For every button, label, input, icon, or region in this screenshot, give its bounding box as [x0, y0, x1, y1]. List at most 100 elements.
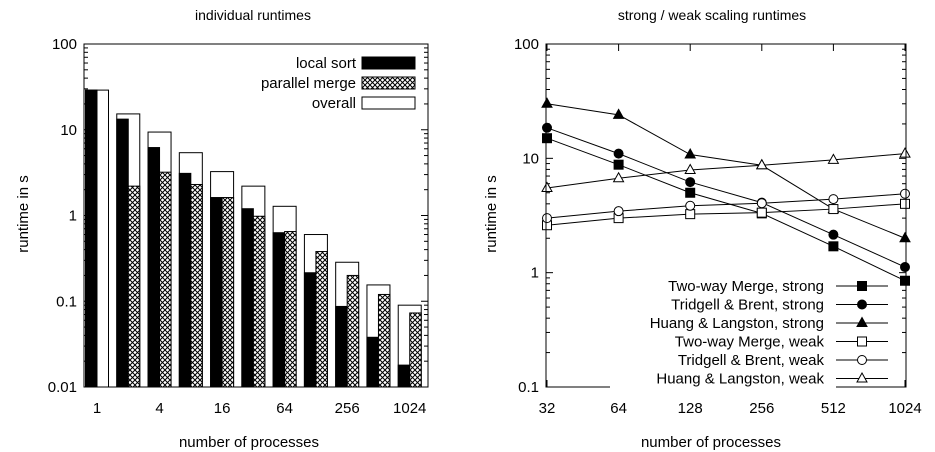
bar-parallel-merge [315, 251, 328, 388]
legend-bg [610, 277, 836, 295]
plot-area: 0.1 1 10 100 32 64 128 256 512 1024 Two-way Merge,… [514, 36, 922, 417]
legend-swatch [361, 96, 416, 110]
bar-local-sort [85, 89, 98, 388]
bar-parallel-merge [221, 197, 235, 388]
data-point [613, 159, 624, 170]
series-line [546, 137, 906, 282]
series-two-way-merge-strong [542, 133, 910, 286]
chart-title: individual runtimes [195, 7, 311, 23]
data-point [900, 262, 910, 273]
bar-local-sort [303, 272, 317, 388]
bar-local-sort [272, 232, 286, 388]
x-tick-label: 16 [214, 400, 231, 417]
x-tick-label: 1024 [888, 400, 921, 417]
x-tick-label: 64 [610, 400, 627, 417]
y-tick-label: 100 [52, 36, 77, 53]
data-point [755, 158, 768, 170]
series-line [546, 127, 906, 268]
bar-parallel-merge [409, 312, 422, 388]
legend-marker [857, 336, 867, 347]
data-point [900, 188, 910, 199]
bar-local-sort [335, 305, 348, 388]
y-tick-label: 100 [514, 36, 539, 53]
y-tick-label: 1 [531, 265, 539, 282]
data-point [541, 181, 553, 193]
data-point [685, 209, 696, 220]
bar-parallel-merge [346, 274, 360, 388]
legend-label: parallel merge [261, 75, 356, 92]
legend-marker [856, 371, 868, 383]
bar-local-sort [116, 118, 129, 388]
x-tick-label: 1024 [393, 400, 426, 417]
plot-area: 0.01 0.1 1 10 100 1 4 16 64 256 1024 local sort para… [48, 36, 429, 417]
data-point [542, 133, 552, 144]
legend-label: Tridgell & Brent, strong [671, 297, 824, 314]
series-two-way-merge-weak [542, 198, 910, 231]
x-tick-label: 256 [335, 400, 360, 417]
series-line [546, 203, 906, 226]
series-line [546, 193, 906, 219]
data-point [828, 204, 839, 215]
legend-marker [857, 355, 867, 365]
series-line [546, 103, 906, 239]
data-point [612, 171, 625, 183]
bar-parallel-merge [190, 183, 203, 388]
legend-label: Two-way Merge, strong [668, 278, 824, 295]
data-point [613, 148, 624, 159]
legend-label: Huang & Langston, weak [656, 371, 824, 388]
legend-marker [857, 299, 867, 310]
x-tick-label: 512 [821, 400, 846, 417]
y-tick-label: 1 [69, 208, 77, 225]
data-point [613, 206, 624, 217]
x-axis-label: number of processes [179, 434, 319, 451]
data-point [756, 207, 767, 218]
legend-bg [610, 332, 836, 351]
data-point [828, 241, 839, 252]
series-tridgell-brent-weak [542, 188, 910, 224]
bar-parallel-merge [284, 231, 297, 388]
bar-parallel-merge [252, 215, 266, 388]
legend-swatch [361, 76, 416, 90]
chart-title: strong / weak scaling runtimes [618, 7, 806, 23]
x-axis-label: number of processes [641, 434, 781, 451]
legend-marker [856, 316, 868, 327]
legend-label: overall [312, 95, 356, 112]
y-tick-label: 0.01 [48, 379, 77, 396]
bar-local-sort [210, 197, 223, 388]
data-point [612, 108, 625, 119]
data-point [756, 198, 767, 209]
legend-label: Huang & Langston, strong [650, 315, 824, 332]
y-tick-label: 10 [60, 122, 77, 139]
bar-local-sort [147, 147, 161, 388]
data-point [828, 229, 839, 240]
x-tick-label: 64 [276, 400, 293, 417]
y-axis-label: runtime in s [15, 175, 32, 253]
series-line [546, 153, 906, 189]
data-point [899, 231, 911, 243]
data-point [828, 194, 839, 205]
y-tick-label: 0.1 [518, 379, 539, 396]
legend-bg [610, 314, 836, 332]
y-tick-label: 0.1 [56, 293, 77, 310]
data-point [899, 147, 911, 158]
x-tick-label: 4 [155, 400, 163, 417]
data-point [685, 200, 696, 211]
data-point [685, 187, 696, 198]
individual-runtimes-chart: individual runtimes number of processes … [15, 7, 429, 451]
data-point [684, 163, 697, 175]
bar-parallel-merge [127, 185, 141, 388]
series-huang-langston-weak [541, 147, 911, 193]
y-tick-label: 10 [522, 150, 539, 167]
bar-parallel-merge [159, 171, 172, 388]
data-point [827, 153, 840, 164]
data-point [684, 147, 697, 159]
data-point [900, 198, 910, 209]
legend-bg [610, 369, 836, 388]
data-point [685, 177, 696, 188]
legend-label: local sort [296, 55, 357, 72]
y-axis-label: runtime in s [483, 175, 500, 253]
legend-label: Tridgell & Brent, weak [678, 352, 825, 369]
data-point [900, 275, 910, 286]
